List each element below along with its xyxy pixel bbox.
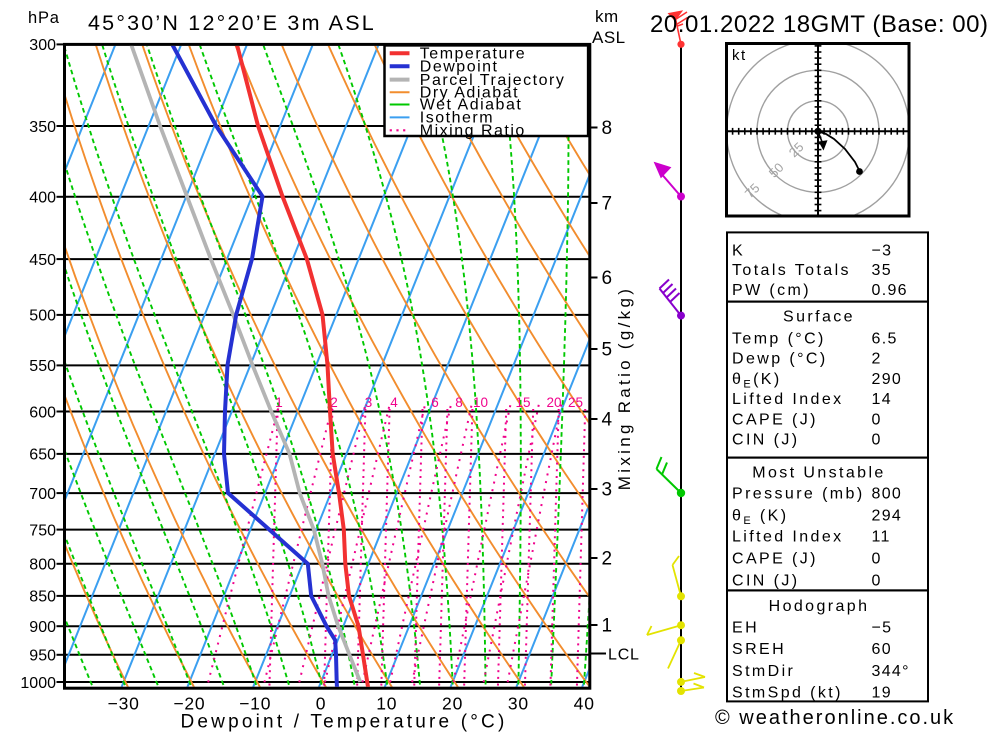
svg-text:Lifted Index: Lifted Index: [732, 529, 844, 546]
svg-text:30: 30: [508, 694, 529, 714]
svg-text:Totals Totals: Totals Totals: [732, 262, 851, 279]
svg-text:CIN (J): CIN (J): [732, 432, 799, 449]
svg-text:700: 700: [29, 486, 56, 503]
svg-text:kt: kt: [732, 47, 747, 64]
svg-text:−20: −20: [173, 694, 205, 714]
svg-text:290: 290: [872, 371, 903, 388]
svg-text:θE (K): θE (K): [732, 508, 788, 528]
svg-text:1000: 1000: [20, 675, 56, 692]
svg-text:6: 6: [602, 268, 613, 289]
svg-text:0: 0: [872, 432, 882, 449]
svg-text:0: 0: [872, 551, 882, 568]
svg-text:Dry Adiabat: Dry Adiabat: [420, 84, 519, 101]
svg-text:300: 300: [29, 37, 56, 54]
svg-text:45°30’N 12°20’E 3m ASL: 45°30’N 12°20’E 3m ASL: [88, 11, 376, 35]
svg-text:650: 650: [29, 447, 56, 464]
svg-text:35: 35: [872, 262, 892, 279]
svg-text:4: 4: [390, 395, 398, 410]
svg-text:Wet Adiabat: Wet Adiabat: [420, 97, 522, 114]
svg-text:50: 50: [766, 160, 787, 181]
svg-text:8: 8: [455, 395, 463, 410]
svg-text:750: 750: [29, 522, 56, 539]
svg-text:Mixing Ratio (g/kg): Mixing Ratio (g/kg): [615, 286, 634, 490]
svg-text:8: 8: [602, 118, 613, 139]
svg-text:Dewpoint / Temperature (°C): Dewpoint / Temperature (°C): [180, 712, 507, 733]
svg-text:294: 294: [872, 508, 903, 525]
svg-text:Hodograph: Hodograph: [769, 598, 870, 615]
svg-text:75: 75: [742, 180, 763, 201]
svg-text:Temp (°C): Temp (°C): [732, 330, 826, 347]
svg-text:550: 550: [29, 358, 56, 375]
svg-text:2: 2: [330, 395, 338, 410]
svg-text:20: 20: [442, 694, 463, 714]
svg-text:344°: 344°: [872, 663, 910, 680]
svg-text:850: 850: [29, 589, 56, 606]
svg-text:20: 20: [546, 395, 561, 410]
svg-text:6.5: 6.5: [872, 330, 898, 347]
svg-text:Parcel Trajectory: Parcel Trajectory: [420, 72, 566, 89]
svg-text:EH: EH: [732, 620, 759, 637]
svg-text:© weatheronline.co.uk: © weatheronline.co.uk: [715, 707, 955, 729]
svg-text:11: 11: [872, 529, 891, 546]
svg-text:5: 5: [602, 339, 613, 360]
svg-text:14: 14: [872, 391, 892, 408]
svg-text:15: 15: [515, 395, 530, 410]
svg-text:Dewpoint: Dewpoint: [420, 58, 499, 75]
svg-text:600: 600: [29, 404, 56, 421]
svg-text:θE(K): θE(K): [732, 371, 782, 391]
svg-text:2: 2: [602, 548, 613, 569]
svg-text:StmDir: StmDir: [732, 663, 795, 680]
svg-text:−3: −3: [872, 243, 893, 260]
svg-text:Most Unstable: Most Unstable: [752, 465, 885, 482]
svg-text:3: 3: [602, 479, 613, 500]
svg-text:CAPE (J): CAPE (J): [732, 551, 818, 568]
svg-text:LCL: LCL: [608, 647, 640, 664]
svg-text:0.96: 0.96: [872, 282, 908, 299]
svg-text:Isotherm: Isotherm: [420, 110, 494, 127]
svg-text:400: 400: [29, 190, 56, 207]
svg-text:800: 800: [29, 557, 56, 574]
svg-text:Surface: Surface: [783, 308, 855, 325]
svg-text:3: 3: [365, 395, 373, 410]
svg-text:Temperature: Temperature: [420, 46, 526, 63]
svg-text:4: 4: [602, 409, 613, 430]
svg-text:10: 10: [473, 395, 488, 410]
svg-text:StmSpd (kt): StmSpd (kt): [732, 684, 843, 701]
svg-text:Pressure (mb): Pressure (mb): [732, 486, 865, 503]
svg-text:0: 0: [872, 412, 882, 429]
svg-text:60: 60: [872, 641, 892, 658]
svg-text:6: 6: [431, 395, 439, 410]
svg-text:−5: −5: [872, 620, 893, 637]
svg-text:800: 800: [872, 486, 903, 503]
svg-text:PW (cm): PW (cm): [732, 282, 811, 299]
svg-text:CAPE (J): CAPE (J): [732, 412, 818, 429]
svg-text:1: 1: [275, 395, 283, 410]
svg-text:0: 0: [316, 694, 327, 714]
svg-text:K: K: [732, 243, 745, 260]
svg-text:500: 500: [29, 308, 56, 325]
svg-text:Lifted Index: Lifted Index: [732, 391, 844, 408]
svg-text:10: 10: [376, 694, 397, 714]
svg-text:−30: −30: [108, 694, 140, 714]
svg-text:900: 900: [29, 619, 56, 636]
svg-text:−10: −10: [239, 694, 271, 714]
svg-text:0: 0: [872, 572, 882, 589]
svg-text:Dewp (°C): Dewp (°C): [732, 351, 828, 368]
svg-text:2: 2: [872, 351, 882, 368]
svg-text:1: 1: [602, 615, 613, 636]
svg-text:19: 19: [872, 684, 892, 701]
svg-text:Mixing Ratio: Mixing Ratio: [420, 123, 526, 140]
svg-text:CIN (J): CIN (J): [732, 572, 799, 589]
svg-text:950: 950: [29, 648, 56, 665]
svg-text:km: km: [595, 7, 619, 26]
svg-text:SREH: SREH: [732, 641, 786, 658]
svg-text:40: 40: [574, 694, 595, 714]
svg-text:7: 7: [602, 193, 613, 214]
svg-text:350: 350: [29, 119, 56, 136]
svg-text:20.01.2022 18GMT (Base: 00): 20.01.2022 18GMT (Base: 00): [650, 11, 989, 38]
svg-text:450: 450: [29, 252, 56, 269]
svg-text:ASL: ASL: [592, 28, 626, 47]
svg-text:hPa: hPa: [28, 9, 60, 27]
svg-text:25: 25: [568, 395, 583, 410]
